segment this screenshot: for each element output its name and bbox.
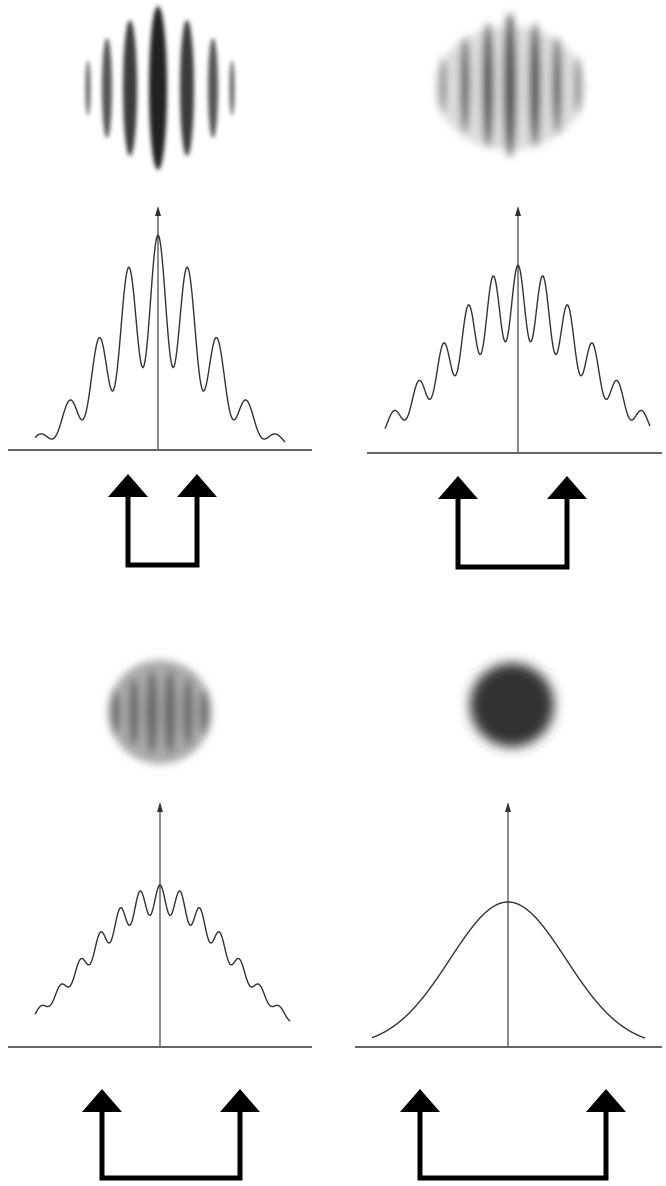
intensity-curves	[34, 233, 651, 1039]
intensity-curve	[384, 263, 651, 429]
fringe-pattern	[435, 13, 585, 157]
fringe-pattern	[85, 6, 235, 170]
fringe-pattern	[108, 660, 212, 764]
intensity-curve	[34, 233, 286, 443]
disc-pattern	[470, 663, 554, 747]
arrows	[82, 474, 626, 1181]
intensity-curve	[371, 901, 646, 1039]
intensity-curve	[34, 884, 291, 1022]
axes	[8, 206, 662, 1048]
